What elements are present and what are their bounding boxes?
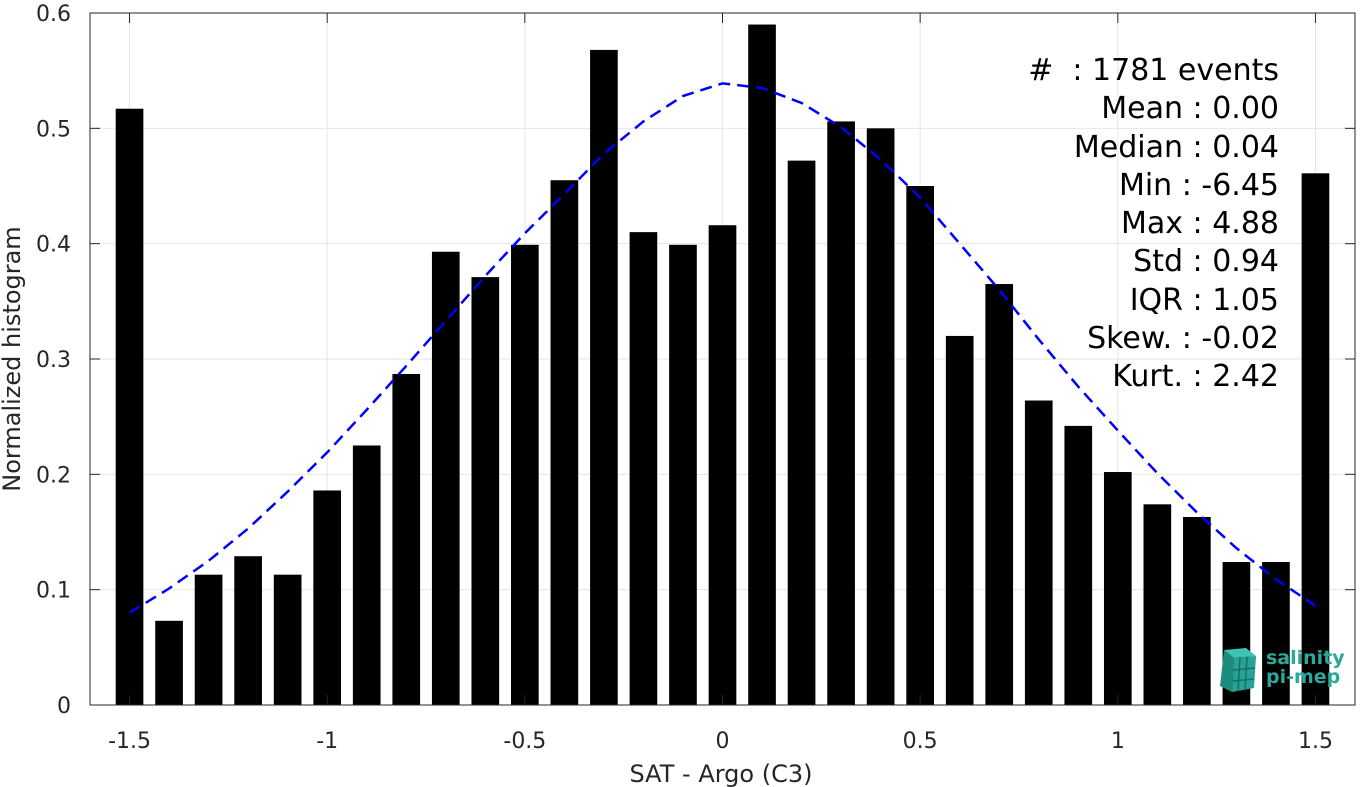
bar <box>115 108 144 705</box>
bar <box>945 335 974 705</box>
bar <box>1183 517 1211 705</box>
y-tick-label: 0.2 <box>36 463 71 488</box>
bar <box>1103 472 1132 705</box>
x-tick-label: -0.5 <box>503 729 546 754</box>
bar <box>1301 173 1330 705</box>
bar <box>866 128 895 706</box>
y-tick-label: 0.3 <box>36 348 71 373</box>
fit-curve-line <box>128 82 1317 614</box>
x-tick-label: -1.5 <box>108 729 151 754</box>
x-tick-label: 1 <box>1111 729 1125 754</box>
x-axis-label: SAT - Argo (C3) <box>630 760 813 787</box>
bar <box>985 284 1014 705</box>
bar <box>1262 561 1290 705</box>
y-tick-label: 0.5 <box>36 117 71 142</box>
bar <box>431 251 460 706</box>
bar <box>1064 425 1093 705</box>
statistics-box: # : 1781 events Mean : 0.00 Median : 0.0… <box>1028 52 1279 397</box>
bar <box>155 620 183 705</box>
stats-line-std: Std : 0.94 <box>1133 244 1279 280</box>
logo-line2: pi-mep <box>1266 666 1341 688</box>
stats-line-median: Median : 0.04 <box>1073 129 1279 165</box>
bars <box>115 24 1330 706</box>
ticks: -1.5 -1 -0.5 0 0.5 1 1.5 0 0.1 0.2 0.3 0.4 0.5 0.6 <box>36 2 1355 754</box>
logo-line1: salinity <box>1266 647 1345 669</box>
bar <box>708 225 737 706</box>
y-axis-label: Normalized histogram <box>0 226 26 491</box>
bar <box>550 180 579 705</box>
bar <box>194 574 223 705</box>
y-tick-label: 0.4 <box>36 233 71 258</box>
stats-line-iqr: IQR : 1.05 <box>1129 282 1279 318</box>
y-tick-label: 0.1 <box>36 579 71 604</box>
bar <box>234 556 262 705</box>
x-tick-label: 0 <box>716 729 730 754</box>
bar <box>787 160 816 706</box>
bar <box>352 445 381 705</box>
logo-cube-icon <box>1220 648 1256 692</box>
bar <box>511 244 539 705</box>
salinity-pimep-logo: salinity pi-mep <box>1216 646 1356 694</box>
bar <box>629 232 658 705</box>
bar <box>313 490 342 705</box>
y-tick-label: 0 <box>57 694 71 719</box>
bar <box>906 186 934 705</box>
fit-curve-group <box>128 82 1317 614</box>
bar <box>392 373 421 705</box>
bar <box>273 574 302 705</box>
stats-line-mean: Mean : 0.00 <box>1101 91 1279 127</box>
stats-line-count: # : 1781 events <box>1028 53 1279 88</box>
stats-line-max: Max : 4.88 <box>1121 206 1279 242</box>
bar <box>590 49 618 705</box>
bar <box>748 24 776 706</box>
bar <box>669 244 697 705</box>
stats-line-skew: Skew. : -0.02 <box>1087 321 1279 357</box>
bar <box>471 277 500 705</box>
bar <box>1143 504 1172 705</box>
y-tick-label: 0.6 <box>36 2 71 27</box>
x-tick-label: -1 <box>316 729 338 754</box>
bar <box>827 121 855 705</box>
stats-line-kurt: Kurt. : 2.42 <box>1112 359 1279 395</box>
stats-line-min: Min : -6.45 <box>1118 167 1279 203</box>
x-tick-label: 1.5 <box>1298 729 1333 754</box>
bar <box>1024 400 1053 705</box>
x-tick-label: 0.5 <box>903 729 938 754</box>
